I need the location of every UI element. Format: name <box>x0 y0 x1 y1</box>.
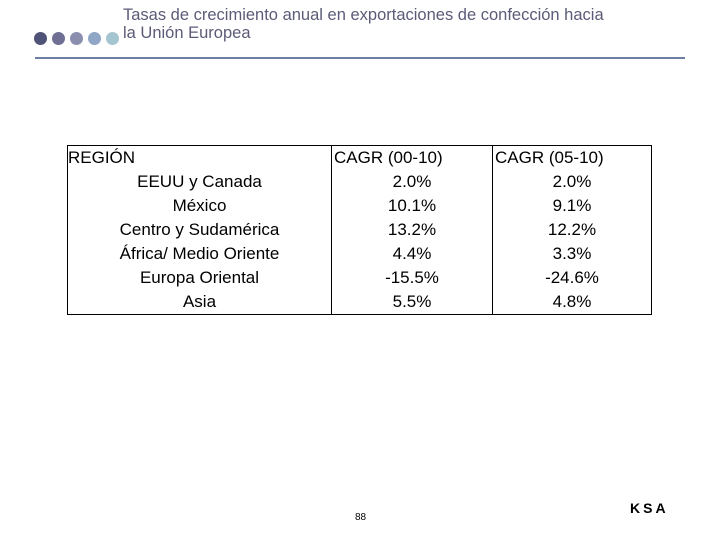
table-cell: 5.5% <box>331 290 493 315</box>
logo: KSA <box>630 500 669 516</box>
table-cell: 4.8% <box>492 290 652 315</box>
table-cell: 9.1% <box>492 194 652 218</box>
table-row: África/ Medio Oriente 4.4% 3.3% <box>67 242 652 266</box>
table-row: Asia 5.5% 4.8% <box>67 290 652 315</box>
table-row: EEUU y Canada 2.0% 2.0% <box>67 170 652 194</box>
table-cell: 2.0% <box>331 170 493 194</box>
title-line: Tasas de crecimiento anual en exportacio… <box>123 6 604 24</box>
decor-dots <box>34 32 119 45</box>
title-rule <box>35 57 685 59</box>
table-row: Europa Oriental -15.5% -24.6% <box>67 266 652 290</box>
table-cell: 3.3% <box>492 242 652 266</box>
table-cell: EEUU y Canada <box>67 170 332 194</box>
table-cell: Centro y Sudamérica <box>67 218 332 242</box>
table-cell: -15.5% <box>331 266 493 290</box>
table-cell: 12.2% <box>492 218 652 242</box>
table-cell: 2.0% <box>492 170 652 194</box>
data-table: REGIÓN CAGR (00-10) CAGR (05-10) EEUU y Can… <box>67 145 652 315</box>
column-header: CAGR (00-10) <box>331 145 493 170</box>
header-row: REGIÓN CAGR (00-10) CAGR (05-10) <box>67 145 652 170</box>
table-cell: África/ Medio Oriente <box>67 242 332 266</box>
table-cell: Asia <box>67 290 332 315</box>
table-cell: México <box>67 194 332 218</box>
table-cell: 4.4% <box>331 242 493 266</box>
table-cell: Europa Oriental <box>67 266 332 290</box>
title-line: la Unión Europea <box>123 24 251 42</box>
page-number: 88 <box>355 512 367 523</box>
table-cell: 10.1% <box>331 194 493 218</box>
column-header: CAGR (05-10) <box>492 145 652 170</box>
slide-title: Tasas de crecimiento anual en exportacio… <box>123 6 604 42</box>
table-row: Centro y Sudamérica 13.2% 12.2% <box>67 218 652 242</box>
column-header: REGIÓN <box>67 145 332 170</box>
table-cell: 13.2% <box>331 218 493 242</box>
table-cell: -24.6% <box>492 266 652 290</box>
table-row: México 10.1% 9.1% <box>67 194 652 218</box>
